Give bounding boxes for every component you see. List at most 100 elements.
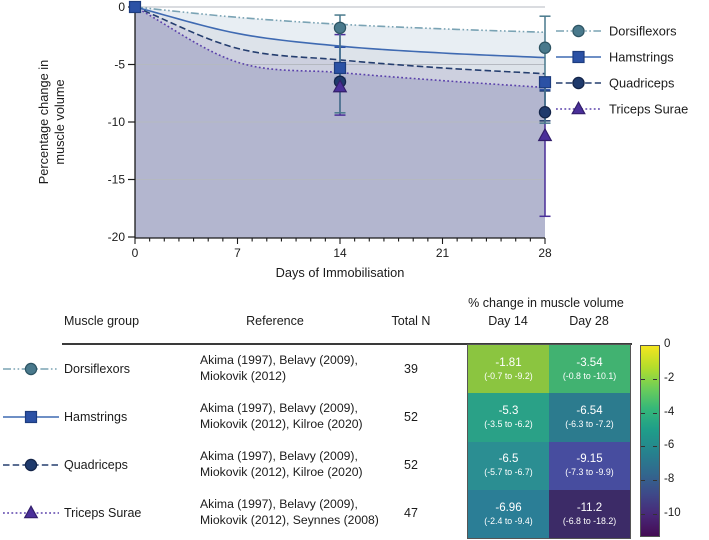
colorbar-tick-label: -4 [664,405,675,418]
y-tick-label: -15 [108,173,126,187]
legend-label: Quadriceps [609,75,674,90]
colorbar-tick-label: -6 [664,439,675,452]
heatmap-cell-value: -6.54 [576,405,603,418]
heatmap-cell-ci: (-0.8 to -10.1) [562,370,617,381]
colorbar-tick-label: 0 [664,338,671,350]
series-key-icon-dorsiflexors [2,358,60,380]
muscle-group-cell: Triceps Surae [64,506,142,520]
legend-label: Hamstrings [609,49,674,64]
muscle-group-cell: Dorsiflexors [64,362,130,376]
series-glyph [3,458,59,472]
col-header-day14: Day 14 [488,314,528,328]
series-key-icon-hamstrings [2,406,60,428]
y-axis-title: muscle volume [52,79,67,164]
reference-cell: Akima (1997), Belavy (2009), Miokovik (20… [200,489,405,537]
x-tick-label: 28 [538,246,552,260]
colorbar-tick-label: -2 [664,371,675,384]
x-tick-label: 21 [436,246,450,260]
heatmap-cell-ci: (-6.3 to -7.2) [565,419,614,429]
heatmap-cell-day14: -6.96 (-2.4 to -9.4) [468,489,549,538]
header-rule [62,343,632,345]
heatmap-cell-day28: -11.2 (-6.8 to -18.2) [549,489,630,538]
total-n-cell: 52 [404,410,418,424]
reference-cell: Akima (1997), Belavy (2009), Miokovik (20… [200,345,405,393]
colorbar-tick [653,480,657,482]
marker-square [572,50,585,64]
y-tick-label: -5 [114,58,125,72]
total-n-cell: 52 [404,458,418,472]
marker-circle [333,21,347,35]
colorbar-tick [653,446,657,448]
heatmap-cell-ci: (-3.5 to -6.2) [484,419,533,429]
x-tick-label: 14 [333,246,347,260]
marker-circle [538,106,552,119]
reference-line: Miokovik (2012), Kilroe (2020) [200,417,363,431]
x-tick-label: 7 [234,246,241,260]
reference-line: Akima (1997), Belavy (2009), [200,401,358,416]
marker-square [333,61,347,75]
x-axis-title: Days of Immobilisation [276,265,405,280]
heatmap-cell-day28: -9.15 (-7.3 to -9.9) [549,441,630,490]
heatmap-cell-value: -3.54 [576,356,603,369]
summary-table: Muscle group Reference Total N % change … [0,290,709,540]
col-header-reference: Reference [246,314,304,328]
marker-triangle [537,127,553,142]
colorbar-tick [641,446,645,448]
colorbar-tick [641,378,645,380]
reference-line: Akima (1997), Belavy (2009), [200,449,358,464]
heatmap: -1.81 (-0.7 to -9.2) -3.54 (-0.8 to -10.1) -… [467,344,631,539]
heatmap-cell-value: -6.96 [495,501,522,514]
marker-square [538,76,552,89]
colorbar-tick-label: -10 [664,507,681,519]
colorbar-tick [641,514,645,515]
col-header-muscle-group: Muscle group [64,314,140,328]
legend-item-quadriceps: Quadriceps [556,75,674,90]
heatmap-cell-ci: (-0.7 to -9.2) [484,370,533,381]
heatmap-cell-ci: (-2.4 to -9.4) [484,515,533,526]
heatmap-cell-day28: -3.54 (-0.8 to -10.1) [549,345,630,394]
area-fill-hamstrings [135,7,545,74]
marker-circle [572,76,585,90]
legend-label: Triceps Surae [609,101,688,116]
colorbar-tick [653,378,657,380]
heatmap-cell-value: -5.3 [498,405,519,418]
colorbar-tick [641,480,645,482]
marker-square [128,0,142,14]
heatmap-cell-value: -9.15 [576,453,603,466]
marker-circle [24,362,38,376]
reference-cell: Akima (1997), Belavy (2009), Miokovik (20… [200,393,405,441]
marker-triangle [571,100,586,115]
heatmap-cell-value: -11.2 [576,501,603,514]
colorbar [640,345,660,537]
total-n-cell: 39 [404,362,418,376]
marker-triangle [332,78,348,93]
heatmap-cell-day28: -6.54 (-6.3 to -7.2) [549,393,630,442]
x-tick-label: 0 [132,246,139,260]
marker-circle [538,41,552,54]
reference-line: Miokovik (2012), Seynnes (2008) [200,513,379,527]
col-header-span-pct-change: % change in muscle volume [468,296,624,310]
marker-circle [572,24,585,38]
heatmap-cell-day14: -6.5 (-5.7 to -6.7) [468,441,549,490]
heatmap-cell-ci: (-5.7 to -6.7) [484,467,533,478]
series-key-icon-triceps-surae [2,502,60,524]
marker-square [24,410,38,424]
heatmap-cell-value: -6.5 [498,453,519,466]
colorbar-tick [653,412,657,414]
y-tick-label: 0 [118,0,125,14]
series-glyph [3,504,59,519]
col-header-day28: Day 28 [569,314,609,328]
legend-item-dorsiflexors: Dorsiflexors [556,23,677,38]
series-key-icon-quadriceps [2,454,60,476]
reference-cell: Akima (1997), Belavy (2009), Miokovik (20… [200,441,405,489]
heatmap-cell-value: -1.81 [495,356,522,369]
y-axis-title: Percentage change in [36,60,51,185]
reference-line: Akima (1997), Belavy (2009), [200,497,358,512]
marker-circle [24,458,38,472]
marker-triangle [23,504,39,519]
muscle-group-cell: Quadriceps [64,458,128,472]
heatmap-cell-ci: (-6.8 to -18.2) [562,515,617,526]
y-tick-label: -20 [108,230,126,244]
y-tick-label: -10 [108,115,126,129]
muscle-group-cell: Hamstrings [64,410,128,424]
